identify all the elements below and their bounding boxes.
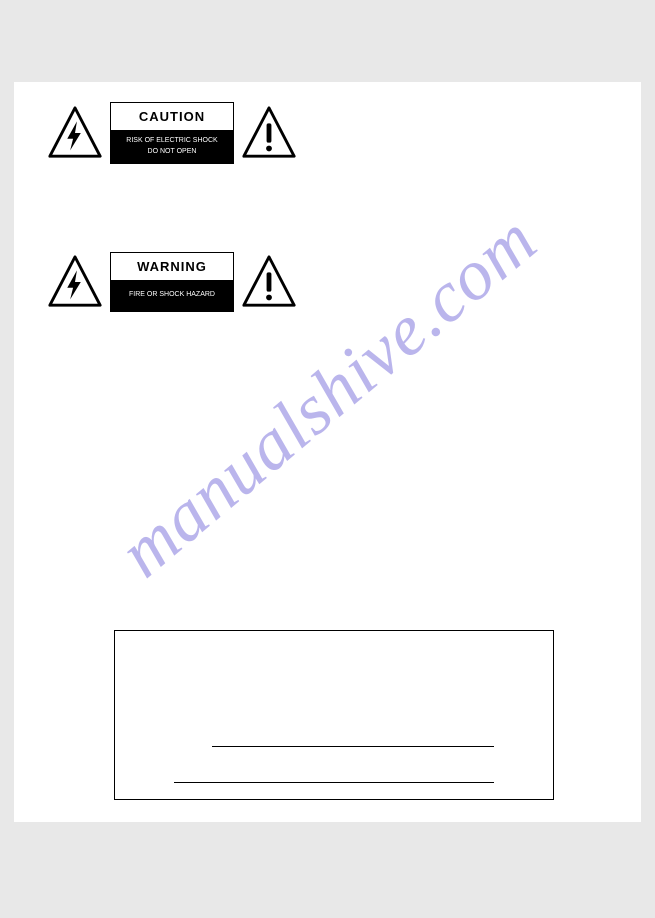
caution-block: CAUTION RISK OF ELECTRIC SHOCK DO NOT OP… bbox=[46, 102, 298, 164]
caution-sub-line1: RISK OF ELECTRIC SHOCK bbox=[126, 137, 217, 144]
underline-2 bbox=[174, 782, 494, 783]
info-box bbox=[114, 630, 554, 800]
warning-subtext: FIRE OR SHOCK HAZARD bbox=[111, 280, 233, 311]
exclamation-triangle-icon bbox=[240, 253, 298, 311]
warning-heading: WARNING bbox=[111, 253, 233, 280]
warning-sub-line1: FIRE OR SHOCK HAZARD bbox=[129, 291, 215, 298]
warning-label: WARNING FIRE OR SHOCK HAZARD bbox=[110, 252, 234, 312]
header-band bbox=[14, 2, 641, 82]
document-page: CAUTION RISK OF ELECTRIC SHOCK DO NOT OP… bbox=[14, 2, 641, 822]
caution-heading: CAUTION bbox=[111, 103, 233, 130]
caution-label: CAUTION RISK OF ELECTRIC SHOCK DO NOT OP… bbox=[110, 102, 234, 164]
caution-subtext: RISK OF ELECTRIC SHOCK DO NOT OPEN bbox=[111, 130, 233, 163]
lightning-triangle-icon bbox=[46, 104, 104, 162]
warning-block: WARNING FIRE OR SHOCK HAZARD bbox=[46, 252, 298, 312]
exclamation-triangle-icon bbox=[240, 104, 298, 162]
underline-1 bbox=[212, 746, 494, 747]
lightning-triangle-icon bbox=[46, 253, 104, 311]
caution-sub-line2: DO NOT OPEN bbox=[148, 148, 197, 155]
